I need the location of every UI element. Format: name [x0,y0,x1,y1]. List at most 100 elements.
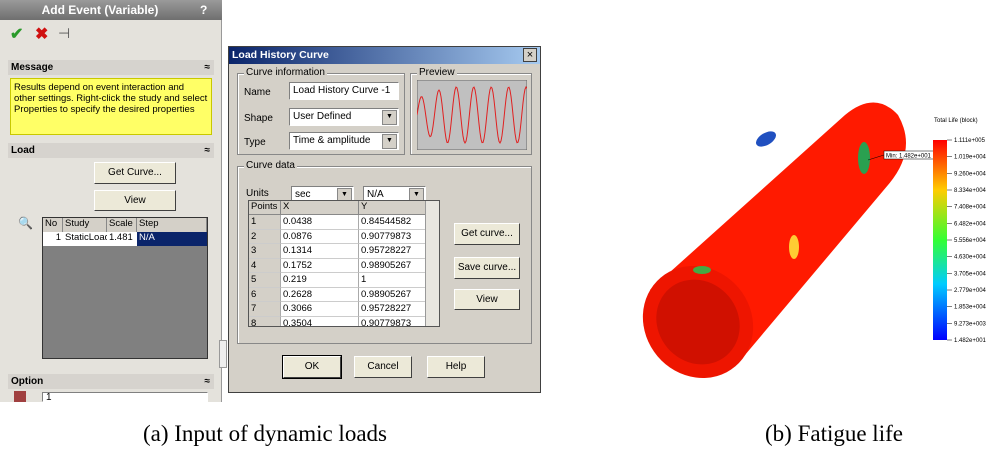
view-button[interactable]: View [454,289,520,310]
panel-title: Add Event (Variable) [0,3,200,17]
color-bar [933,140,947,340]
table-cell: 0.0438 [281,215,359,230]
table-cell: 3 [249,244,281,259]
title-bar: Add Event (Variable) ? [0,0,222,20]
units-value: N/A [367,189,384,200]
table-cell: 1.481 [107,232,137,246]
legend-label: 9.273e+003 [954,321,987,327]
table-cell: 0.90779873 [359,317,427,328]
table-header: X [281,201,359,215]
units-value: sec [295,189,311,200]
legend-label: 7.408e+004 [954,205,987,211]
splitter[interactable] [219,340,227,368]
table-cell: 1 [43,232,63,246]
search-icon: 🔍 [18,216,33,230]
dialog-title-bar: Load History Curve × [229,47,540,64]
cancel-button[interactable]: Cancel [354,356,412,378]
legend-label: 3.705e+004 [954,271,987,277]
fatigue-result: Min: 1.482e+001 Total Life (block) 1.111… [630,60,993,380]
table-cell: N/A [137,232,207,246]
table-cell: 0.3504 [281,317,359,328]
section-header[interactable]: Load≈ [8,143,214,158]
legend-label: 5.556e+004 [954,238,987,244]
table-cell: 0.84544582 [359,215,427,230]
name-input[interactable]: Load History Curve -1 [289,82,399,100]
legend-label: 9.260e+004 [954,171,987,177]
message-header: Message [11,62,53,73]
group-label: Curve data [244,160,297,171]
page: Add Event (Variable) ? ✔ ✖ ⊣ Message≈ Re… [0,0,993,463]
section-header[interactable]: Option≈ [8,374,214,389]
option-icon [14,391,26,402]
option-input[interactable]: 1 [42,392,208,402]
property-panel: Add Event (Variable) ? ✔ ✖ ⊣ Message≈ Re… [0,0,222,402]
pin-icon[interactable]: ⊣ [58,25,70,42]
type-label: Type [244,137,266,148]
type-value: Time & amplitude [293,135,370,146]
table-cell: 0.95728227 [359,302,427,317]
table-cell: 0.2628 [281,288,359,303]
ok-icon[interactable]: ✔ [10,24,23,44]
table-cell: 5 [249,273,281,288]
shape-label: Shape [244,113,273,124]
group-label: Preview [417,67,457,78]
table-cell: 0.95728227 [359,244,427,259]
table-cell: 7 [249,302,281,317]
ok-button[interactable]: OK [283,356,341,378]
caption: (b) Fatigue life [765,421,903,447]
legend-label: 4.630e+004 [954,255,987,261]
help-button[interactable]: Help [427,356,485,378]
message-text: Results depend on event interaction and … [10,78,212,135]
table-cell: 6 [249,288,281,303]
caption: (a) Input of dynamic loads [143,421,387,447]
table-cell: 8 [249,317,281,328]
table-cell: 0.98905267 [359,288,427,303]
table-header: Scale [107,218,137,232]
table-cell: 0.90779873 [359,230,427,245]
table-cell: 0.0876 [281,230,359,245]
table-cell: 4 [249,259,281,274]
option-header: Option [11,376,43,387]
legend-label: 1.853e+004 [954,305,987,311]
group-label: Curve information [244,67,327,78]
close-button[interactable]: × [523,48,537,62]
table-cell: 1 [249,215,281,230]
section-header[interactable]: Message≈ [8,60,214,75]
legend-label: 1.111e+005 [954,138,986,144]
units-label: Units [246,188,269,199]
cancel-icon[interactable]: ✖ [35,24,48,44]
table-header: Study [63,218,107,232]
table-cell: 2 [249,230,281,245]
legend-label: 8.334e+004 [954,188,987,194]
get-curve-button[interactable]: Get curve... [454,223,520,245]
legend-label: 2.779e+004 [954,288,987,294]
load-header: Load [11,145,35,156]
legend-title: Total Life (block) [934,118,978,124]
help-icon[interactable]: ? [200,3,207,17]
table-cell: 0.219 [281,273,359,288]
table-header: Points [249,201,281,215]
table-cell: 1 [359,273,427,288]
table-cell: 0.1314 [281,244,359,259]
get-curve-button[interactable]: Get Curve... [94,162,176,184]
type-select[interactable]: Time & amplitude▼ [289,132,399,150]
name-label: Name [244,87,271,98]
preview-plot [417,80,527,150]
dialog: Load History Curve × Curve information N… [228,46,541,393]
table-header: Y [359,201,427,215]
table-cell: 0.3066 [281,302,359,317]
legend-label: 6.482e+004 [954,221,987,227]
view-button[interactable]: View [94,190,176,211]
scrollbar[interactable] [425,201,439,326]
min-label: Min: 1.482e+001 [886,154,932,160]
table-cell: 0.98905267 [359,259,427,274]
table-header: No [43,218,63,232]
shape-select[interactable]: User Defined▼ [289,108,399,126]
table-header: Step [137,218,207,232]
table-cell: 0.1752 [281,259,359,274]
save-curve-button[interactable]: Save curve... [454,257,520,279]
dialog-title: Load History Curve [232,49,329,61]
table-cell: StaticLoad [63,232,107,246]
